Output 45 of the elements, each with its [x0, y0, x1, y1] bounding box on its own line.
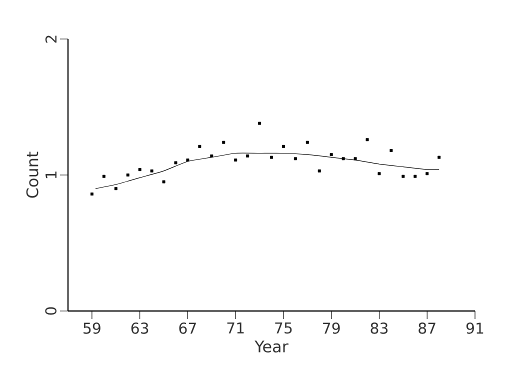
point [354, 157, 357, 160]
point [318, 169, 321, 172]
y-tick-label: 2 [45, 36, 56, 43]
line-series [95, 152, 440, 189]
x-tick-label: 71 [227, 322, 244, 334]
point [258, 122, 262, 125]
point [402, 174, 405, 178]
point [330, 153, 333, 156]
x-axis-title: Year [254, 340, 288, 352]
point [150, 169, 154, 172]
point [102, 174, 106, 178]
point [222, 140, 226, 144]
point [246, 154, 250, 158]
y-tick-label: 0 [45, 307, 56, 315]
x-tick-label: 67 [179, 322, 196, 334]
point [114, 187, 118, 190]
x-tick-label: 79 [323, 322, 340, 334]
point [90, 192, 94, 196]
point [342, 157, 345, 160]
point [438, 156, 441, 159]
x-tick-label: 83 [370, 322, 388, 334]
point [138, 168, 142, 172]
point [210, 154, 214, 158]
point [270, 156, 273, 159]
y-axis-title: Count [26, 152, 38, 198]
y-tick-label: 1 [46, 172, 56, 178]
x-tick-label: 91 [466, 322, 484, 334]
point [306, 140, 309, 144]
point [186, 158, 190, 162]
point [126, 174, 130, 176]
point [294, 157, 297, 160]
point [366, 138, 369, 142]
x-tick-label: 75 [275, 322, 292, 334]
point [414, 174, 417, 178]
point [198, 144, 202, 148]
point [378, 172, 381, 176]
point [174, 161, 178, 164]
point [282, 144, 285, 148]
x-tick-label: 59 [84, 322, 100, 334]
point [390, 149, 393, 152]
point [234, 158, 238, 162]
point [426, 172, 429, 176]
point [162, 180, 166, 184]
x-tick-label: 63 [131, 322, 148, 334]
x-tick-label: 87 [418, 322, 436, 334]
